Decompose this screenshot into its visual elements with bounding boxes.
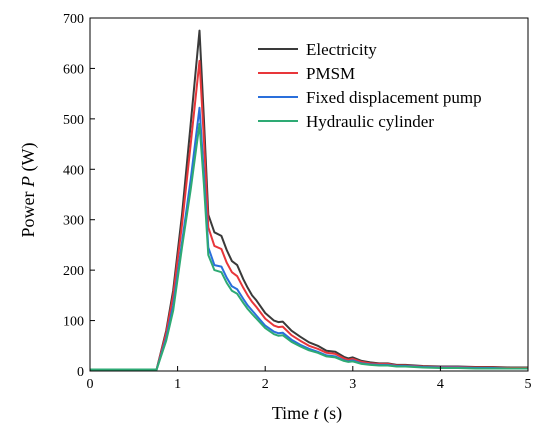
legend-label-0: Electricity [306,40,377,59]
y-tick-label: 200 [63,264,84,279]
x-tick-label: 4 [437,377,444,392]
y-tick-label: 100 [63,315,84,330]
series-line-2 [90,106,528,371]
plot-frame [89,17,529,372]
x-tick-label: 2 [262,377,269,392]
axes: 0 1 2 3 4 5 0 100 200 300 400 500 600 700 [63,12,532,392]
y-tick-label: 0 [77,365,84,380]
legend-label-2: Fixed displacement pump [306,88,482,107]
x-tick-label: 5 [525,377,532,392]
x-axis-title: Time t (s) [272,403,342,424]
x-tick-label: 0 [87,377,94,392]
y-tick-label: 700 [63,12,84,27]
legend: Electricity PMSM Fixed displacement pump Hy… [258,40,482,131]
y-tick-label: 400 [63,163,84,178]
legend-label-3: Hydraulic cylinder [306,112,434,131]
x-tick-label: 1 [174,377,181,392]
x-tick-label: 3 [349,377,356,392]
series-layer [90,29,528,371]
y-tick-label: 300 [63,214,84,229]
y-tick-label: 600 [63,62,84,77]
series-line-1 [90,59,528,371]
series-line-3 [90,122,528,371]
y-axis-title: Power P (W) [18,143,39,238]
y-tick-label: 500 [63,113,84,128]
legend-label-1: PMSM [306,64,355,83]
